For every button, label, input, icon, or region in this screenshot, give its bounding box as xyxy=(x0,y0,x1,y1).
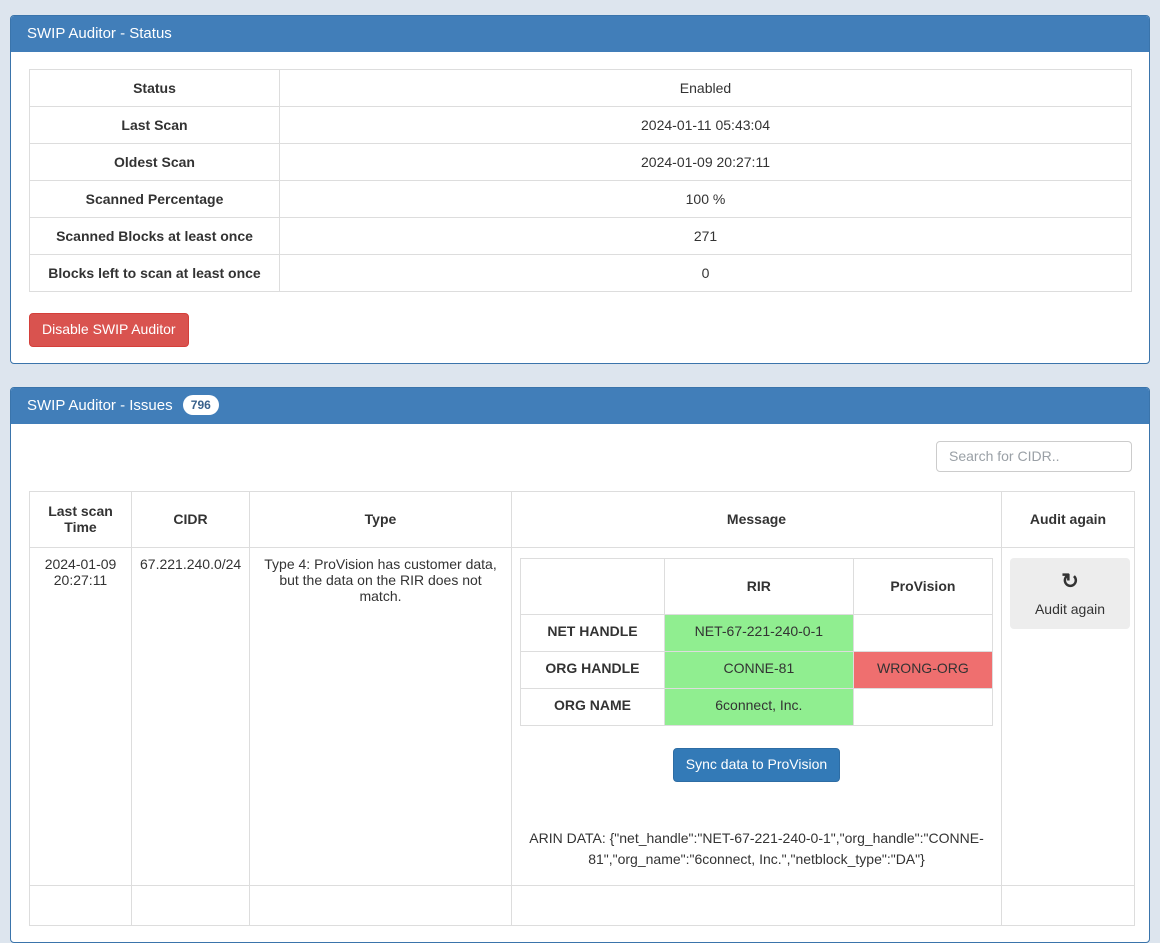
issues-panel-heading: SWIP Auditor - Issues 796 xyxy=(11,387,1149,424)
status-panel: SWIP Auditor - Status Status Enabled Las… xyxy=(10,15,1150,364)
status-row-value: 100 % xyxy=(279,180,1132,218)
status-panel-title: SWIP Auditor - Status xyxy=(27,25,172,42)
rir-value-cell: CONNE-81 xyxy=(663,650,854,689)
column-header-type: Type xyxy=(249,490,512,548)
status-panel-body: Status Enabled Last Scan 2024-01-11 05:4… xyxy=(11,52,1149,363)
sync-button-wrap: Sync data to ProVision xyxy=(520,747,993,782)
status-row-label: Oldest Scan xyxy=(29,143,280,181)
issues-header-row: Last scan Time CIDR Type Message Audit a… xyxy=(29,490,1135,548)
issue-row: 2024-01-09 20:27:11 67.221.240.0/24 Type… xyxy=(29,546,1135,887)
status-row-label: Blocks left to scan at least once xyxy=(29,254,280,292)
audit-again-label: Audit again xyxy=(1034,600,1106,617)
rir-value-cell: 6connect, Inc. xyxy=(663,687,854,726)
table-row: Oldest Scan 2024-01-09 20:27:11 xyxy=(29,143,1132,181)
status-panel-heading: SWIP Auditor - Status xyxy=(11,16,1149,52)
status-row-label: Scanned Blocks at least once xyxy=(29,217,280,255)
comparison-row-org-name: ORG NAME 6connect, Inc. xyxy=(520,687,994,726)
audit-again-cell: ↻ Audit again xyxy=(1001,546,1135,887)
column-header-audit-again: Audit again xyxy=(1001,490,1135,548)
comparison-row-org-handle: ORG HANDLE CONNE-81 WRONG-ORG xyxy=(520,650,994,689)
status-row-label: Last Scan xyxy=(29,106,280,144)
last-scan-time-cell: 2024-01-09 20:27:11 xyxy=(29,546,132,887)
column-header-cidr: CIDR xyxy=(131,490,250,548)
issues-panel: SWIP Auditor - Issues 796 Last scan Time… xyxy=(10,386,1150,943)
issues-table: Last scan Time CIDR Type Message Audit a… xyxy=(29,490,1135,927)
provision-value-cell: WRONG-ORG xyxy=(852,650,994,689)
rir-value-cell: NET-67-221-240-0-1 xyxy=(663,613,854,652)
refresh-icon: ↻ xyxy=(1061,569,1079,593)
cidr-search-input[interactable] xyxy=(936,440,1132,472)
audit-again-cell xyxy=(1001,885,1135,927)
issue-row xyxy=(29,885,1135,927)
provision-value-cell xyxy=(852,687,994,726)
comparison-header-empty xyxy=(520,557,665,615)
type-cell xyxy=(249,885,512,927)
status-row-value: 2024-01-09 20:27:11 xyxy=(279,143,1132,181)
rir-comparison-table: RIR ProVision NET HANDLE NET-67-221-240-… xyxy=(520,557,994,726)
status-row-value: 271 xyxy=(279,217,1132,255)
status-row-label: Scanned Percentage xyxy=(29,180,280,218)
comparison-row-net-handle: NET HANDLE NET-67-221-240-0-1 xyxy=(520,613,994,652)
table-row: Status Enabled xyxy=(29,69,1132,107)
last-scan-time-cell xyxy=(29,885,132,927)
comparison-field-label: NET HANDLE xyxy=(520,613,665,652)
arin-data-text: ARIN DATA: {"net_handle":"NET-67-221-240… xyxy=(529,829,984,868)
issues-panel-body: Last scan Time CIDR Type Message Audit a… xyxy=(11,424,1149,942)
cidr-cell: 67.221.240.0/24 xyxy=(131,546,250,887)
comparison-field-label: ORG HANDLE xyxy=(520,650,665,689)
audit-again-button[interactable]: ↻ Audit again xyxy=(1010,557,1130,629)
table-row: Scanned Blocks at least once 271 xyxy=(29,217,1132,255)
column-header-message: Message xyxy=(511,490,1002,548)
cidr-cell xyxy=(131,885,250,927)
type-cell: Type 4: ProVision has customer data, but… xyxy=(249,546,512,887)
table-row: Scanned Percentage 100 % xyxy=(29,180,1132,218)
issues-panel-title: SWIP Auditor - Issues xyxy=(27,396,173,414)
status-row-value: Enabled xyxy=(279,69,1132,107)
comparison-header-rir: RIR xyxy=(663,557,854,615)
status-row-value: 2024-01-11 05:43:04 xyxy=(279,106,1132,144)
status-table: Status Enabled Last Scan 2024-01-11 05:4… xyxy=(29,69,1132,292)
search-row xyxy=(29,440,1132,472)
issues-count-badge: 796 xyxy=(182,394,219,415)
provision-value-cell xyxy=(852,613,994,652)
table-row: Blocks left to scan at least once 0 xyxy=(29,254,1132,292)
column-header-last-scan-time: Last scan Time xyxy=(29,490,132,548)
table-row: Last Scan 2024-01-11 05:43:04 xyxy=(29,106,1132,144)
status-row-value: 0 xyxy=(279,254,1132,292)
comparison-header-row: RIR ProVision xyxy=(520,557,994,615)
message-cell: RIR ProVision NET HANDLE NET-67-221-240-… xyxy=(511,546,1002,887)
message-cell xyxy=(511,885,1002,927)
disable-swip-auditor-button[interactable]: Disable SWIP Auditor xyxy=(29,313,189,347)
comparison-field-label: ORG NAME xyxy=(520,687,665,726)
sync-to-provision-button[interactable]: Sync data to ProVision xyxy=(672,747,841,782)
comparison-header-provision: ProVision xyxy=(852,557,994,615)
status-row-label: Status xyxy=(29,69,280,107)
